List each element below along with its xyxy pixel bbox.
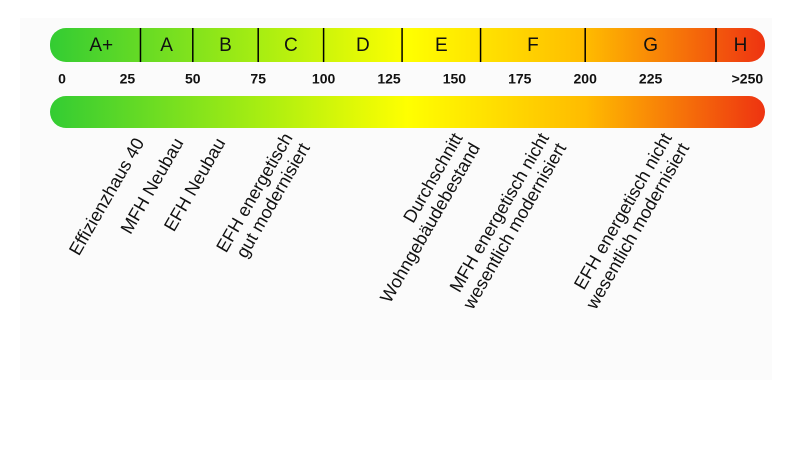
class-label: A (160, 35, 173, 56)
class-label: E (435, 35, 448, 56)
tick-label: 200 (574, 71, 598, 87)
class-label: G (643, 35, 658, 56)
tick-label: 150 (443, 71, 467, 87)
class-label: H (734, 35, 748, 56)
tick-label: 50 (185, 71, 201, 87)
tick-label: 75 (250, 71, 266, 87)
tick-label: 100 (312, 71, 336, 87)
class-bar (50, 28, 765, 62)
panel (20, 18, 772, 380)
class-label: C (284, 35, 298, 56)
gradient-bar (50, 96, 765, 128)
tick-label: 125 (377, 71, 401, 87)
tick-label: 175 (508, 71, 532, 87)
class-label: B (219, 35, 232, 56)
class-label: D (356, 35, 370, 56)
class-label: A+ (89, 35, 113, 56)
tick-label: 0 (58, 71, 66, 87)
tick-label: 25 (120, 71, 136, 87)
tick-label: >250 (732, 71, 764, 87)
tick-label: 225 (639, 71, 663, 87)
class-label: F (527, 35, 539, 56)
